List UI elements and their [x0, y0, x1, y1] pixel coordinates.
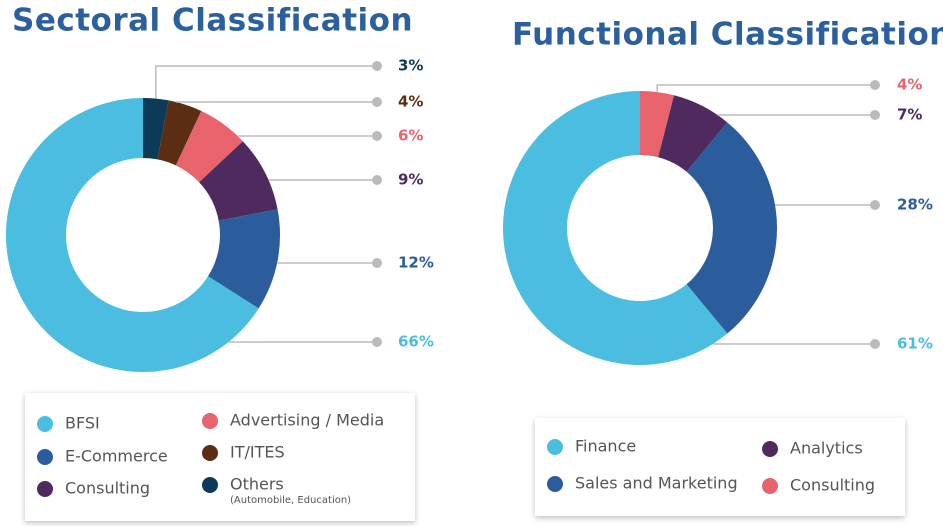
chart-title: Sectoral Classification — [12, 3, 413, 39]
legend-label: Others — [230, 475, 284, 494]
leader-dot — [372, 175, 382, 185]
value-label: 9% — [398, 171, 423, 189]
legend-swatch — [37, 481, 53, 497]
donut-segment — [208, 209, 280, 309]
leader-dot — [372, 337, 382, 347]
legend-label: BFSI — [65, 414, 100, 433]
donut-segment — [5, 98, 259, 373]
leader-dot — [372, 97, 382, 107]
leader-dot — [372, 131, 382, 141]
value-label: 61% — [897, 335, 933, 353]
legend-swatch — [202, 413, 218, 429]
value-label: 28% — [897, 196, 933, 214]
legend-swatch — [762, 478, 778, 494]
leader-dot — [870, 200, 880, 210]
value-label: 12% — [398, 254, 434, 272]
donut-segment — [143, 98, 169, 160]
legend-label: IT/ITES — [230, 443, 285, 462]
legend-label: Consulting — [790, 476, 875, 495]
donut-segment — [502, 91, 728, 366]
leader-line — [155, 65, 377, 99]
leader-line — [656, 84, 875, 93]
legend-label: Consulting — [65, 479, 150, 498]
legend-label: Sales and Marketing — [575, 474, 738, 493]
legend-swatch — [37, 416, 53, 432]
leader-dot — [870, 339, 880, 349]
value-label: 7% — [897, 106, 922, 124]
legend-swatch — [762, 441, 778, 457]
donut-segment — [640, 91, 675, 158]
legend-note: (Automobile, Education) — [230, 495, 351, 506]
legend-swatch — [547, 439, 563, 455]
value-label: 6% — [398, 127, 423, 145]
value-label: 3% — [398, 57, 423, 75]
donut-segment — [658, 95, 728, 172]
value-label: 4% — [897, 76, 922, 94]
leader-dot — [372, 258, 382, 268]
leader-dot — [870, 110, 880, 120]
leader-dot — [870, 80, 880, 90]
legend-box — [535, 418, 905, 516]
legend-swatch — [37, 449, 53, 465]
legend-label: Analytics — [790, 439, 863, 458]
legend-label: E-Commerce — [65, 447, 168, 466]
legend-label: Finance — [575, 437, 636, 456]
legend-swatch — [547, 476, 563, 492]
value-label: 4% — [398, 93, 423, 111]
legend-swatch — [202, 445, 218, 461]
value-label: 66% — [398, 333, 434, 351]
leader-dot — [372, 61, 382, 71]
donut-segment — [175, 111, 243, 183]
legend-box — [25, 393, 415, 521]
donut-segment — [686, 122, 777, 334]
legend-label: Advertising / Media — [230, 411, 384, 430]
chart-title: Functional Classification — [512, 17, 943, 53]
donut-segment — [199, 141, 278, 221]
legend-swatch — [202, 477, 218, 493]
donut-segment — [157, 100, 202, 166]
